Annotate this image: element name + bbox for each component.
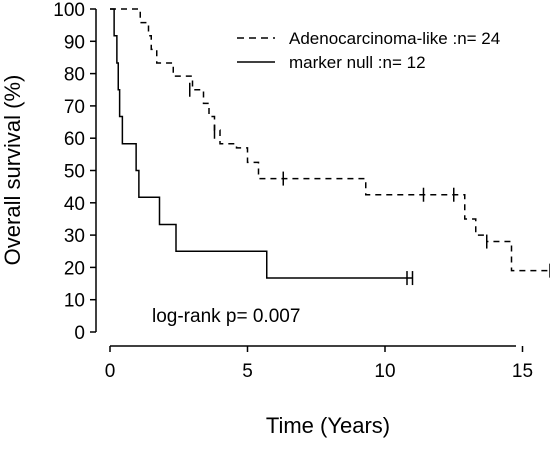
legend: Adenocarcinoma-like :n= 24 marker null :… <box>237 29 500 72</box>
x-tick-label: 5 <box>242 361 253 382</box>
y-tick-label: 70 <box>64 97 85 118</box>
y-tick-label: 20 <box>64 258 85 279</box>
y-tick-label: 80 <box>64 65 85 86</box>
x-axis-title: Time (Years) <box>266 413 390 438</box>
x-tick-label: 0 <box>105 361 116 382</box>
y-tick-label: 90 <box>64 32 85 53</box>
y-tick-label: 40 <box>64 194 85 215</box>
legend-label-adenocarcinoma: Adenocarcinoma-like :n= 24 <box>289 29 500 48</box>
y-tick-label: 100 <box>53 0 85 21</box>
y-ticks: 0 10 20 30 40 50 60 70 80 90 100 <box>53 0 96 344</box>
legend-label-marker-null: marker null :n= 12 <box>289 53 426 72</box>
y-tick-label: 0 <box>74 323 85 344</box>
series-line-marker-null <box>110 8 413 279</box>
y-tick-label: 30 <box>64 226 85 247</box>
axes: 0 10 20 30 40 50 60 70 80 90 100 0 5 10 15 <box>53 0 533 382</box>
log-rank-annotation: log-rank p= 0.007 <box>152 306 300 327</box>
y-tick-label: 10 <box>64 291 85 312</box>
x-ticks: 0 5 10 15 <box>105 346 533 382</box>
x-tick-label: 15 <box>512 361 533 382</box>
y-tick-label: 60 <box>64 129 85 150</box>
y-tick-label: 50 <box>64 162 85 183</box>
x-tick-label: 10 <box>374 361 395 382</box>
plot-marks <box>110 8 550 286</box>
y-axis-title: Overall survival (%) <box>0 75 25 266</box>
